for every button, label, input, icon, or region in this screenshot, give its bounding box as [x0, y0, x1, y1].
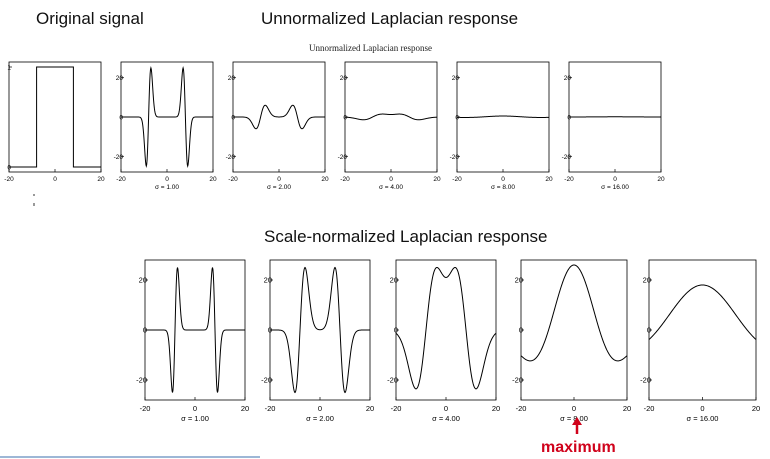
unnormalized-1-ytick-label-1: 0 [119, 115, 123, 122]
unnormalized-2-xtick-label-0: -20 [228, 176, 238, 183]
heading-unnormalized: Unnormalized Laplacian response [261, 9, 519, 28]
unnormalized-4-xtick-label-1: 0 [389, 176, 393, 183]
unnormalized-1-ytick-label-2: 20 [116, 75, 124, 82]
normalized-16-ytick-label-0: -20 [640, 376, 651, 385]
normalized-2-xtick-label-0: -20 [265, 404, 276, 413]
unnormalized-2-ytick-label-1: 0 [231, 115, 235, 122]
unnormalized-8-ytick-label-2: 20 [452, 75, 460, 82]
original-signal-xtick-label-2: 20 [97, 176, 105, 183]
plot-subtitle: Unnormalized Laplacian response [309, 43, 432, 53]
normalized-8-xtick-label-0: -20 [516, 404, 527, 413]
normalized-16-frame [648, 259, 757, 401]
unnormalized-16-xtick-label-1: 0 [613, 176, 617, 183]
unnormalized-2-ytick-label-2: 20 [228, 75, 236, 82]
unnormalized-1-xtick-label-0: -20 [116, 176, 126, 183]
unnormalized-2-xtick-label-1: 0 [277, 176, 281, 183]
normalized-1-ytick-label-1: 0 [143, 326, 147, 335]
normalized-2-xlabel: σ = 2.00 [306, 414, 334, 423]
normalized-4-curve [395, 266, 497, 390]
original-signal-ytick-label-0: 0 [7, 165, 11, 172]
normalized-4-ytick-label-0: -20 [387, 376, 398, 385]
unnormalized-4-frame [344, 61, 438, 173]
unnormalized-8-ytick-label-0: -20 [450, 154, 460, 161]
normalized-8-curve [520, 264, 628, 362]
normalized-16-xlabel: σ = 16.00 [687, 414, 719, 423]
normalized-1-xtick-label-2: 20 [241, 404, 249, 413]
unnormalized-2-xlabel: σ = 2.00 [267, 184, 291, 191]
normalized-1-curve [145, 267, 245, 393]
normalized-8-xtick-label-1: 0 [572, 404, 576, 413]
original-signal-curve [9, 66, 101, 168]
normalized-4-xtick-label-2: 20 [492, 404, 500, 413]
normalized-8-xtick-label-2: 20 [623, 404, 631, 413]
normalized-2-xtick-label-2: 20 [366, 404, 374, 413]
unnormalized-16-ytick-label-0: -20 [562, 154, 572, 161]
normalized-16-ytick-label-2: 20 [643, 276, 651, 285]
normalized-4-ytick-label-1: 0 [394, 326, 398, 335]
unnormalized-4-xtick-label-2: 20 [433, 176, 441, 183]
unnormalized-8-xlabel: σ = 8.00 [491, 184, 515, 191]
original-signal-ytick-label-1: 1 [7, 65, 11, 72]
heading-normalized: Scale-normalized Laplacian response [264, 227, 548, 246]
unnormalized-16-ytick-label-1: 0 [567, 115, 571, 122]
normalized-8-ytick-label-2: 20 [515, 276, 523, 285]
divider-line [0, 456, 260, 458]
normalized-8-frame [520, 259, 628, 401]
normalized-16-xtick-label-0: -20 [644, 404, 655, 413]
normalized-4-xtick-label-0: -20 [391, 404, 402, 413]
normalized-1-xlabel: σ = 1.00 [181, 414, 209, 423]
normalized-2-ytick-label-1: 0 [268, 326, 272, 335]
original-signal-frame [8, 61, 102, 173]
unnormalized-4-ytick-label-1: 0 [343, 115, 347, 122]
unnormalized-8-xtick-label-1: 0 [501, 176, 505, 183]
normalized-2-curve [270, 266, 370, 394]
unnormalized-4-xtick-label-0: -20 [340, 176, 350, 183]
unnormalized-16-xlabel: σ = 16.00 [601, 184, 629, 191]
normalized-16-xtick-label-1: 0 [700, 404, 704, 413]
unnormalized-2-ytick-label-0: -20 [226, 154, 236, 161]
unnormalized-4-ytick-label-0: -20 [338, 154, 348, 161]
unnormalized-16-xtick-label-2: 20 [657, 176, 665, 183]
normalized-1-ytick-label-0: -20 [136, 376, 147, 385]
unnormalized-1-xtick-label-2: 20 [209, 176, 217, 183]
unnormalized-1-xtick-label-1: 0 [165, 176, 169, 183]
normalized-16-ytick-label-1: 0 [647, 326, 651, 335]
normalized-8-xlabel: σ = 8.00 [560, 414, 588, 423]
unnormalized-4-ytick-label-2: 20 [340, 75, 348, 82]
original-signal-xtick-label-1: 0 [53, 176, 57, 183]
normalized-16-xtick-label-2: 20 [752, 404, 760, 413]
original-signal-xtick-label-0: -20 [4, 176, 14, 183]
unnormalized-1-xlabel: σ = 1.00 [155, 184, 179, 191]
normalized-2-xtick-label-1: 0 [318, 404, 322, 413]
normalized-4-xlabel: σ = 4.00 [432, 414, 460, 423]
heading-original-signal: Original signal [36, 9, 144, 28]
unnormalized-2-xtick-label-2: 20 [321, 176, 329, 183]
normalized-4-xtick-label-1: 0 [444, 404, 448, 413]
normalized-8-ytick-label-0: -20 [512, 376, 523, 385]
unnormalized-8-xtick-label-0: -20 [452, 176, 462, 183]
normalized-2-ytick-label-0: -20 [261, 376, 272, 385]
unnormalized-2-curve [233, 104, 325, 130]
maximum-arrow [572, 417, 582, 434]
unnormalized-4-xlabel: σ = 4.00 [379, 184, 403, 191]
unnormalized-16-ytick-label-2: 20 [564, 75, 572, 82]
normalized-4-ytick-label-2: 20 [390, 276, 398, 285]
unnormalized-1-curve [121, 66, 213, 168]
unnormalized-8-curve [457, 115, 549, 118]
unnormalized-4-curve [344, 113, 438, 121]
normalized-1-xtick-label-0: -20 [140, 404, 151, 413]
normalized-8-ytick-label-1: 0 [519, 326, 523, 335]
unnormalized-8-xtick-label-2: 20 [545, 176, 553, 183]
normalized-1-ytick-label-2: 20 [139, 276, 147, 285]
unnormalized-1-ytick-label-0: -20 [114, 154, 124, 161]
maximum-label: maximum [541, 439, 616, 456]
unnormalized-8-ytick-label-1: 0 [455, 115, 459, 122]
normalized-2-ytick-label-2: 20 [264, 276, 272, 285]
normalized-1-xtick-label-1: 0 [193, 404, 197, 413]
normalized-16-curve [648, 284, 757, 340]
unnormalized-16-xtick-label-0: -20 [564, 176, 574, 183]
